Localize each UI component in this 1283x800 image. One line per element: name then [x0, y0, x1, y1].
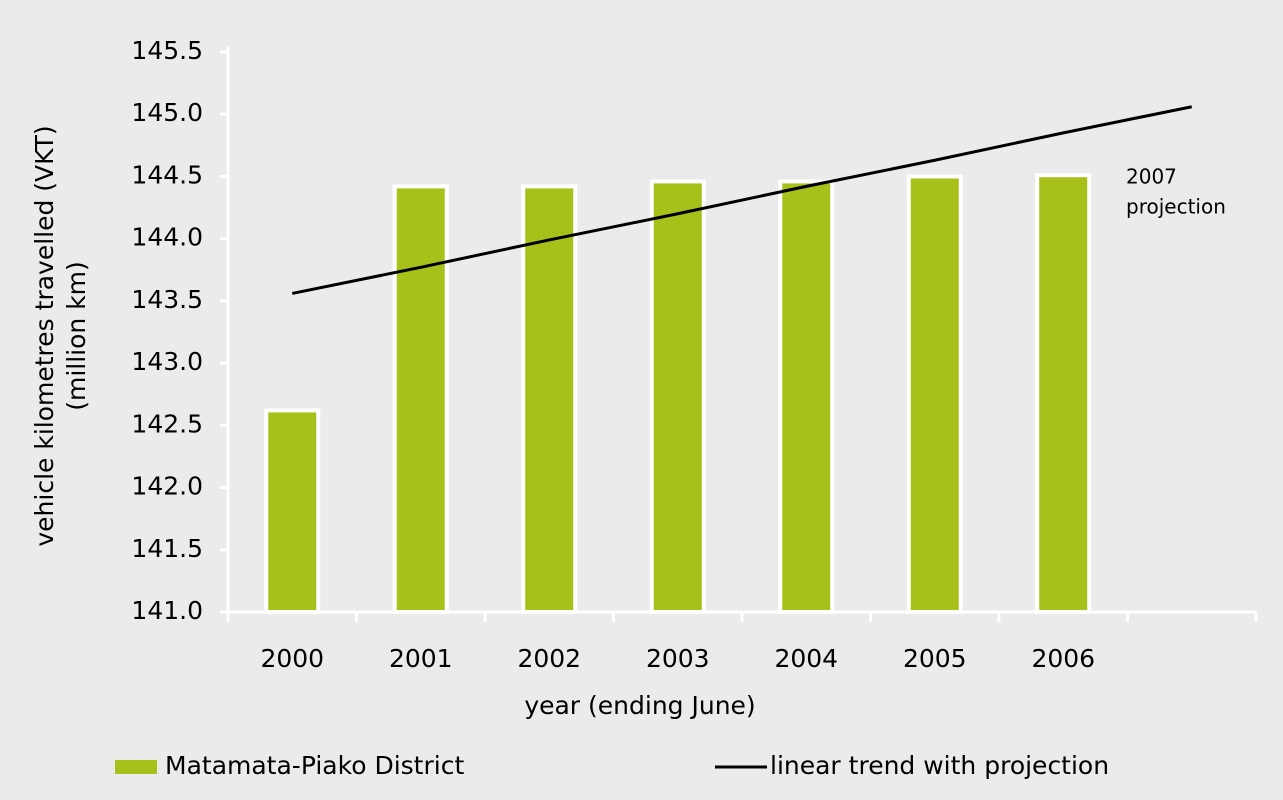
bar — [649, 179, 706, 615]
legend-label: linear trend with projection — [770, 751, 1109, 780]
x-axis-title: year (ending June) — [524, 691, 755, 720]
x-tick-label: 2004 — [774, 644, 838, 673]
y-tick-label: 141.0 — [131, 596, 203, 625]
x-tick-label: 2003 — [646, 644, 710, 673]
bar — [264, 408, 321, 614]
y-tick-label: 143.0 — [131, 347, 203, 376]
y-axis-title-line: (million km) — [62, 261, 91, 411]
legend-swatch — [115, 760, 157, 774]
y-tick-label: 142.0 — [131, 472, 203, 501]
bar — [1035, 173, 1092, 614]
y-tick-label: 145.5 — [131, 36, 203, 65]
y-tick-label: 144.5 — [131, 160, 203, 189]
x-tick-label: 2006 — [1031, 644, 1095, 673]
x-tick-label: 2001 — [389, 644, 453, 673]
x-tick-label: 2005 — [903, 644, 967, 673]
bar — [906, 174, 963, 614]
annotation: projection — [1126, 195, 1226, 219]
y-axis-title-line: vehicle kilometres travelled (VKT) — [30, 125, 59, 546]
x-tick-label: 2002 — [517, 644, 581, 673]
y-tick-label: 144.0 — [131, 223, 203, 252]
y-tick-label: 143.5 — [131, 285, 203, 314]
trend-line — [291, 105, 1193, 295]
legend-label: Matamata-Piako District — [165, 751, 464, 780]
y-tick-label: 142.5 — [131, 409, 203, 438]
y-tick-label: 141.5 — [131, 534, 203, 563]
y-tick-label: 145.0 — [131, 98, 203, 127]
x-tick-label: 2000 — [260, 644, 324, 673]
y-axis-title: vehicle kilometres travelled (VKT) (mill… — [30, 125, 91, 546]
bar — [778, 179, 835, 615]
annotation: 2007 — [1126, 165, 1177, 189]
bar — [521, 184, 578, 614]
bar — [392, 184, 449, 614]
